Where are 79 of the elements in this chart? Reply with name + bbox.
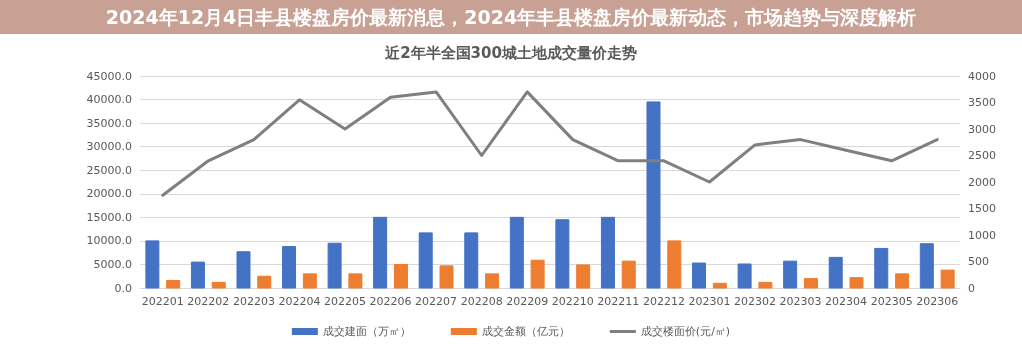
y-tick-label: 25000.0 [86,163,132,177]
bar [327,242,342,289]
y2-tick-label: 3000 [968,122,996,136]
line-series [161,90,939,197]
y2-tick-label: 500 [968,255,989,268]
bar [236,251,251,289]
y2-tick-label: 2000 [968,175,996,189]
chart-title: 近2年半全国300城土地成交量价走势 [384,43,637,62]
x-tick-label: 202206 [369,295,412,308]
x-tick-label: 202201 [141,295,184,308]
x-tick-label: 202205 [324,295,366,308]
bar [145,240,160,289]
x-tick-label: 202203 [232,295,275,308]
bar [712,282,727,289]
bar [600,216,615,289]
y2-tick-label: 0 [968,281,975,295]
bar [576,264,591,289]
x-tick-label: 202210 [551,295,594,308]
bar [509,216,524,289]
bar [418,232,433,289]
y2-tick-label: 4000 [968,69,996,83]
bar [692,262,707,289]
bar [257,275,272,289]
bar [646,101,661,289]
x-tick-label: 202208 [460,295,503,308]
bar [667,240,682,289]
bar [737,263,752,289]
x-tick-label: 202202 [187,295,230,308]
bar [828,256,843,289]
bar [803,278,818,289]
y-tick-label: 45000.0 [86,69,132,83]
y-tick-label: 10000.0 [86,234,132,248]
bar [874,247,889,289]
bar [166,279,181,289]
bar [783,260,798,289]
text: 2024年12月4日丰县楼盘房价最新消息，2024年丰县楼盘房价最新动态，市场趋势与深度解析 [105,5,917,28]
x-tick-label: 202304 [825,295,868,308]
legend-label: 成交楼面价(元/㎡) [640,325,731,338]
bar [282,246,297,289]
x-tick-label: 202207 [415,295,458,308]
bar [211,281,226,289]
y-tick-label: 40000.0 [86,93,132,107]
x-tick-label: 202306 [916,295,959,308]
bar [485,273,500,289]
x-tick-label: 202204 [278,295,321,308]
y-tick-label: 15000.0 [86,210,132,224]
bar [302,273,317,289]
y2-tick-label: 2500 [968,149,996,162]
y2-tick-label: 1000 [968,228,996,242]
bar [940,269,955,289]
y-tick-label: 30000.0 [86,140,132,154]
x-tick-label: 202209 [506,295,549,308]
x-tick-label: 202211 [597,295,640,308]
x-tick-label: 202303 [779,295,822,308]
legend-label: 成交建面（万㎡） [322,325,411,338]
bar [758,281,773,289]
x-tick-label: 202302 [734,295,776,308]
bar [895,273,910,289]
bar [530,259,545,289]
bar [555,219,570,289]
bar [621,260,636,289]
y2-tick-label: 3500 [968,96,996,109]
bar [919,243,934,289]
y-tick-label: 35000.0 [86,116,132,130]
bar [464,232,479,289]
bar [348,273,363,289]
bar [439,265,454,289]
bar [849,277,864,289]
bar [393,263,408,289]
legend-label: 成交金额（亿元） [481,325,570,338]
x-tick-label: 202301 [688,295,731,308]
y-tick-label: 5000.0 [93,257,132,271]
y2-tick-label: 1500 [968,202,996,215]
y-tick-label: 0.0 [114,281,132,295]
x-tick-label: 202212 [642,295,685,308]
bar [373,216,388,289]
bar [190,261,205,289]
x-tick-label: 202305 [870,295,913,308]
y-tick-label: 20000.0 [86,187,132,201]
